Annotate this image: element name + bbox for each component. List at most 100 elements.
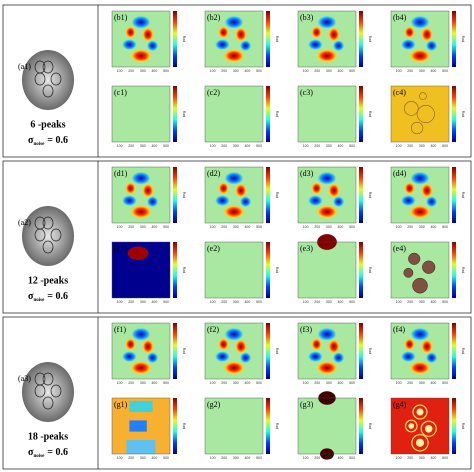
map-frame: [111, 10, 171, 68]
x-tick-label: 500: [349, 144, 355, 148]
x-tick-label: 400: [430, 144, 436, 148]
colorbar-label: Rad: [182, 111, 186, 117]
x-tick-label: 100: [117, 300, 123, 304]
panel-label: (d1): [114, 169, 128, 178]
blob: [141, 26, 155, 43]
x-tick-label: 400: [430, 300, 436, 304]
x-tick-label: 300: [419, 225, 425, 229]
map-frame: [390, 166, 450, 224]
panel-label: (b4): [393, 13, 407, 22]
blob: [307, 195, 323, 207]
x-tick-label: 400: [244, 225, 250, 229]
blob: [400, 39, 416, 51]
noise-part: = 0.6: [47, 135, 68, 146]
x-tick-label: 200: [407, 381, 413, 385]
x-tick-label: 400: [244, 69, 250, 73]
x-tick-label: 100: [117, 225, 123, 229]
x-tick-label: 300: [140, 381, 146, 385]
colorbar-label: Rad: [275, 192, 279, 198]
blob: [400, 195, 416, 207]
panel-label: (e3): [300, 244, 313, 253]
map-frame: [297, 10, 357, 68]
blob: [146, 196, 159, 208]
x-tick-label: 500: [349, 69, 355, 73]
x-tick-label: 200: [314, 381, 320, 385]
peaks-label: 18 -peaks: [28, 431, 68, 442]
x-tick-label: 300: [233, 225, 239, 229]
colorbar-label: Rad: [368, 267, 372, 273]
blob: [317, 171, 337, 185]
blob: [403, 181, 416, 195]
x-tick-label: 300: [326, 225, 332, 229]
x-tick-label: 200: [128, 456, 134, 460]
colorbar-label: Rad: [275, 348, 279, 354]
fringe: [42, 60, 54, 74]
blob: [217, 337, 230, 351]
panel-label: (g4): [393, 400, 407, 409]
blob: [222, 204, 246, 220]
colorbar-label: Rad: [461, 267, 465, 273]
blob: [307, 351, 323, 363]
x-tick-label: 100: [210, 300, 216, 304]
x-tick-label: 100: [117, 69, 123, 73]
fringe: [42, 216, 54, 230]
colorbar-label: Rad: [275, 111, 279, 117]
x-tick-label: 400: [430, 69, 436, 73]
map-bg: [298, 86, 356, 142]
x-tick-label: 500: [442, 381, 448, 385]
colorbar: [452, 242, 456, 298]
x-tick-label: 500: [442, 69, 448, 73]
input-image: [22, 50, 74, 110]
colorbar: [266, 86, 270, 142]
blob: [420, 338, 434, 355]
colorbar: [359, 398, 363, 454]
blob: [129, 48, 153, 64]
x-tick-label: 100: [303, 69, 309, 73]
colorbar-label: Rad: [182, 348, 186, 354]
fringe: [34, 228, 46, 242]
x-tick-label: 200: [128, 225, 134, 229]
x-tick-label: 300: [233, 456, 239, 460]
blob: [141, 182, 155, 199]
noise-part: noise: [33, 454, 45, 459]
x-tick-label: 100: [117, 144, 123, 148]
x-tick-label: 200: [314, 225, 320, 229]
x-tick-label: 100: [396, 300, 402, 304]
image-label: (a1): [18, 62, 31, 71]
x-tick-label: 200: [221, 69, 227, 73]
x-tick-label: 300: [419, 144, 425, 148]
blob: [124, 25, 137, 39]
blob: [420, 26, 434, 43]
x-tick-label: 500: [256, 225, 262, 229]
blob: [408, 48, 432, 64]
map-frame: [390, 85, 450, 143]
input-image: [22, 206, 74, 266]
map-frame: [111, 397, 171, 455]
blob: [124, 181, 137, 195]
colorbar-label: Rad: [182, 192, 186, 198]
blob: [332, 352, 345, 364]
x-tick-label: 200: [128, 69, 134, 73]
x-tick-label: 400: [337, 69, 343, 73]
blob: [307, 39, 323, 51]
x-tick-label: 500: [163, 381, 169, 385]
x-tick-label: 200: [221, 144, 227, 148]
x-tick-label: 200: [221, 300, 227, 304]
image-label: (a3): [18, 374, 31, 383]
blob: [234, 26, 248, 43]
x-tick-label: 500: [442, 225, 448, 229]
x-tick-label: 100: [210, 381, 216, 385]
blob: [425, 352, 438, 364]
x-tick-label: 500: [442, 456, 448, 460]
fringe: [34, 72, 46, 86]
map-frame: [297, 85, 357, 143]
blob: [332, 196, 345, 208]
x-tick-label: 500: [442, 300, 448, 304]
x-tick-label: 400: [244, 300, 250, 304]
blob: [141, 338, 155, 355]
panel-label: (c3): [300, 88, 313, 97]
blob: [121, 351, 137, 363]
colorbar: [452, 11, 456, 67]
map-frame: [390, 241, 450, 299]
blob: [317, 15, 337, 29]
